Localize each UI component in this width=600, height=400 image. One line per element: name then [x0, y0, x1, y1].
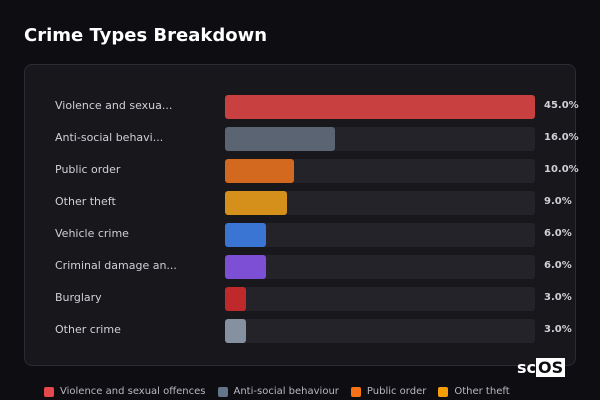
- value-label: 9.0%: [544, 196, 572, 207]
- legend-label: Violence and sexual offences: [60, 386, 206, 397]
- bar[interactable]: [225, 159, 294, 183]
- value-label: 10.0%: [544, 164, 579, 175]
- value-label: 3.0%: [544, 324, 572, 335]
- legend-item[interactable]: Violence and sexual offences: [44, 386, 206, 397]
- bar-row: Other theft 9.0%: [55, 191, 575, 215]
- value-label: 45.0%: [544, 100, 579, 111]
- bar-row: Public order 10.0%: [55, 159, 579, 183]
- bar-row: Burglary 3.0%: [55, 287, 575, 311]
- legend-label: Public order: [366, 386, 427, 397]
- bar-track: [225, 191, 535, 215]
- legend: Violence and sexual offences Anti-social …: [44, 386, 510, 397]
- category-label: Anti-social behavi...: [55, 131, 164, 144]
- bar-track: [225, 159, 535, 183]
- bar-row: Vehicle crime 6.0%: [55, 223, 575, 247]
- legend-item[interactable]: Anti-social behaviour: [217, 386, 339, 397]
- legend-item[interactable]: Public order: [350, 386, 427, 397]
- bar[interactable]: [225, 191, 287, 215]
- bar-row: Criminal damage an... 6.0%: [55, 255, 575, 279]
- bar-track: [225, 223, 535, 247]
- value-label: 3.0%: [544, 292, 572, 303]
- bar[interactable]: [225, 319, 246, 343]
- legend-swatch: [350, 386, 361, 397]
- legend-label: Anti-social behaviour: [233, 386, 339, 397]
- bar-row: Other crime 3.0%: [55, 319, 575, 343]
- legend-item[interactable]: Other theft: [438, 386, 510, 397]
- bar-track: [225, 287, 535, 311]
- category-label: Public order: [55, 163, 121, 176]
- bar[interactable]: [225, 127, 336, 151]
- bar[interactable]: [225, 223, 267, 247]
- bar-track: [225, 319, 535, 343]
- bar[interactable]: [225, 287, 246, 311]
- legend-label: Other theft: [454, 386, 510, 397]
- value-label: 6.0%: [544, 228, 572, 239]
- bar-track: [225, 255, 535, 279]
- bar-row: Violence and sexua... 45.0%: [55, 95, 579, 119]
- logo-text-a: sc: [517, 358, 537, 377]
- legend-swatch: [44, 386, 54, 397]
- logo-text-b: OS: [536, 358, 566, 377]
- legend-swatch: [217, 386, 228, 397]
- legend-swatch: [438, 386, 449, 397]
- value-label: 6.0%: [544, 260, 572, 271]
- bar[interactable]: [225, 95, 535, 119]
- bar[interactable]: [225, 255, 267, 279]
- category-label: Burglary: [55, 291, 102, 304]
- category-label: Vehicle crime: [55, 227, 129, 240]
- category-label: Other theft: [55, 195, 116, 208]
- category-label: Other crime: [55, 323, 121, 336]
- bar-track: [225, 127, 535, 151]
- bar-track: [225, 95, 535, 119]
- chart-title: Crime Types Breakdown: [24, 25, 268, 46]
- chart-card: Violence and sexua... 45.0% Anti-social b…: [24, 64, 579, 366]
- value-label: 16.0%: [544, 132, 579, 143]
- bar-row: Anti-social behavi... 16.0%: [55, 127, 579, 151]
- logo: sc OS: [517, 358, 566, 377]
- category-label: Criminal damage an...: [55, 259, 177, 272]
- category-label: Violence and sexua...: [55, 99, 173, 112]
